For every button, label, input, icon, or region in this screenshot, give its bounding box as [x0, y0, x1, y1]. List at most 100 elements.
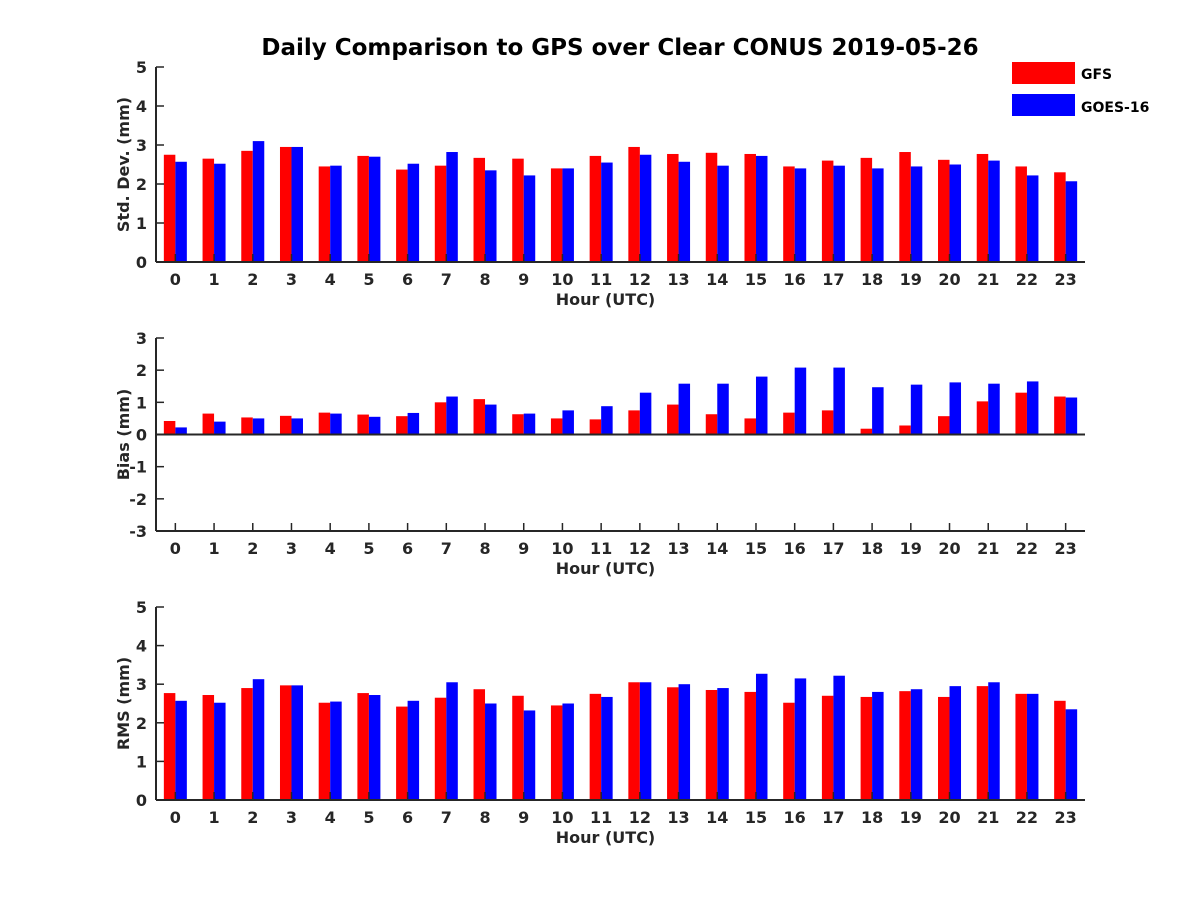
- bar-std-goes16-hour-0: [175, 161, 187, 262]
- bar-bias-goes16-hour-14: [717, 383, 729, 435]
- x-tick-label-rms: 16: [784, 808, 806, 827]
- x-tick-label-bias: 4: [325, 539, 336, 558]
- bar-rms-gfs-hour-23: [1054, 700, 1066, 800]
- x-tick-label-rms: 3: [286, 808, 297, 827]
- bar-rms-gfs-hour-21: [976, 686, 989, 800]
- bar-bias-goes16-hour-9: [523, 413, 536, 435]
- bar-bias-gfs-hour-1: [202, 413, 215, 435]
- bar-std-goes16-hour-8: [485, 170, 497, 262]
- y-tick-label-rms: 2: [136, 714, 147, 733]
- bar-rms-gfs-hour-13: [667, 687, 679, 800]
- bar-rms-gfs-hour-8: [473, 689, 486, 800]
- bar-bias-goes16-hour-7: [446, 396, 458, 435]
- x-tick-label-rms: 19: [900, 808, 922, 827]
- bar-std-goes16-hour-15: [755, 155, 768, 262]
- bar-std-goes16-hour-14: [717, 165, 729, 262]
- bar-bias-gfs-hour-23: [1054, 396, 1066, 435]
- x-tick-label-rms: 7: [441, 808, 452, 827]
- bar-rms-goes16-hour-1: [214, 702, 226, 800]
- bar-std-gfs-hour-15: [744, 153, 756, 262]
- bar-std-gfs-hour-8: [473, 157, 486, 262]
- bar-std-goes16-hour-7: [446, 152, 458, 262]
- y-tick-label-bias: -3: [129, 522, 147, 541]
- bar-std-gfs-hour-17: [821, 160, 834, 262]
- bar-bias-goes16-hour-18: [872, 387, 884, 435]
- x-tick-label-rms: 22: [1016, 808, 1038, 827]
- bar-bias-goes16-hour-10: [562, 410, 574, 435]
- x-tick-label-bias: 2: [247, 539, 258, 558]
- bar-std-goes16-hour-10: [562, 168, 574, 262]
- bar-bias-gfs-hour-0: [163, 420, 176, 435]
- bar-bias-gfs-hour-10: [550, 418, 563, 435]
- y-tick-label-std: 5: [136, 58, 147, 77]
- y-tick-label-std: 1: [136, 214, 147, 233]
- legend-swatch-goes16: [1012, 94, 1075, 116]
- bar-std-gfs-hour-1: [202, 158, 215, 262]
- x-tick-label-std: 1: [208, 270, 219, 289]
- x-tick-label-bias: 18: [861, 539, 883, 558]
- bar-bias-gfs-hour-4: [318, 412, 331, 435]
- bar-std-goes16-hour-18: [872, 168, 884, 262]
- x-tick-label-std: 17: [822, 270, 844, 289]
- bar-std-gfs-hour-19: [899, 152, 911, 262]
- bar-rms-goes16-hour-3: [291, 685, 303, 800]
- bar-bias-goes16-hour-22: [1026, 381, 1039, 435]
- x-tick-label-std: 12: [629, 270, 651, 289]
- bar-rms-gfs-hour-11: [589, 693, 602, 800]
- x-axis-label-std: Hour (UTC): [556, 290, 656, 309]
- bar-std-goes16-hour-16: [794, 168, 807, 262]
- x-tick-label-bias: 15: [745, 539, 767, 558]
- bar-bias-goes16-hour-5: [368, 416, 381, 435]
- bar-rms-goes16-hour-13: [678, 684, 691, 800]
- x-axis-label-bias: Hour (UTC): [556, 559, 656, 578]
- y-tick-label-bias: -2: [129, 490, 147, 509]
- y-tick-label-std: 2: [136, 175, 147, 194]
- bar-rms-gfs-hour-14: [705, 689, 718, 800]
- y-tick-label-bias: 2: [136, 361, 147, 380]
- x-tick-label-rms: 23: [1055, 808, 1077, 827]
- y-tick-label-bias: 1: [136, 393, 147, 412]
- bar-bias-goes16-hour-20: [949, 382, 962, 435]
- bar-rms-goes16-hour-12: [639, 682, 652, 800]
- bar-bias-gfs-hour-22: [1015, 392, 1027, 435]
- y-axis-label-rms: RMS (mm): [114, 657, 133, 750]
- x-tick-label-rms: 15: [745, 808, 767, 827]
- bar-bias-gfs-hour-8: [473, 399, 486, 435]
- bar-bias-goes16-hour-8: [485, 404, 497, 435]
- bar-rms-gfs-hour-18: [860, 696, 873, 800]
- x-tick-label-std: 15: [745, 270, 767, 289]
- bar-bias-goes16-hour-16: [794, 367, 807, 435]
- bar-std-gfs-hour-12: [628, 146, 640, 262]
- y-axis-label-bias: Bias (mm): [114, 389, 133, 481]
- bar-bias-gfs-hour-11: [589, 419, 602, 435]
- bar-bias-goes16-hour-4: [330, 413, 342, 435]
- x-tick-label-rms: 10: [551, 808, 573, 827]
- bar-std-gfs-hour-23: [1054, 172, 1066, 262]
- x-tick-label-bias: 0: [170, 539, 181, 558]
- bar-rms-gfs-hour-10: [550, 705, 563, 800]
- bar-rms-goes16-hour-0: [175, 700, 187, 800]
- bar-rms-goes16-hour-9: [523, 710, 536, 800]
- bar-rms-gfs-hour-6: [396, 706, 408, 800]
- legend-label-gfs: GFS: [1081, 67, 1112, 83]
- bar-std-gfs-hour-16: [783, 166, 795, 262]
- bar-std-goes16-hour-6: [407, 163, 420, 262]
- bar-bias-gfs-hour-14: [705, 414, 718, 435]
- bar-rms-goes16-hour-18: [872, 691, 884, 800]
- x-tick-label-bias: 5: [363, 539, 374, 558]
- bar-std-goes16-hour-4: [330, 165, 342, 262]
- y-tick-label-rms: 0: [136, 791, 147, 810]
- bar-rms-gfs-hour-17: [821, 695, 834, 800]
- bar-bias-gfs-hour-17: [821, 410, 834, 435]
- x-tick-label-std: 22: [1016, 270, 1038, 289]
- x-tick-label-std: 23: [1055, 270, 1077, 289]
- x-tick-label-std: 20: [938, 270, 960, 289]
- bar-std-gfs-hour-18: [860, 157, 873, 262]
- bar-bias-goes16-hour-0: [175, 427, 187, 435]
- x-tick-label-std: 6: [402, 270, 413, 289]
- bar-bias-gfs-hour-2: [241, 417, 253, 435]
- x-tick-label-bias: 13: [667, 539, 689, 558]
- bar-std-gfs-hour-7: [434, 165, 447, 262]
